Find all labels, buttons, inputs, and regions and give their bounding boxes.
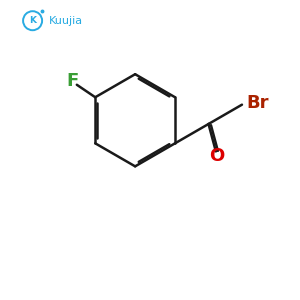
Text: Kuujia: Kuujia (49, 16, 83, 26)
Text: O: O (209, 147, 225, 165)
Text: K: K (29, 16, 36, 25)
Text: F: F (67, 72, 79, 90)
Text: Br: Br (246, 94, 269, 112)
